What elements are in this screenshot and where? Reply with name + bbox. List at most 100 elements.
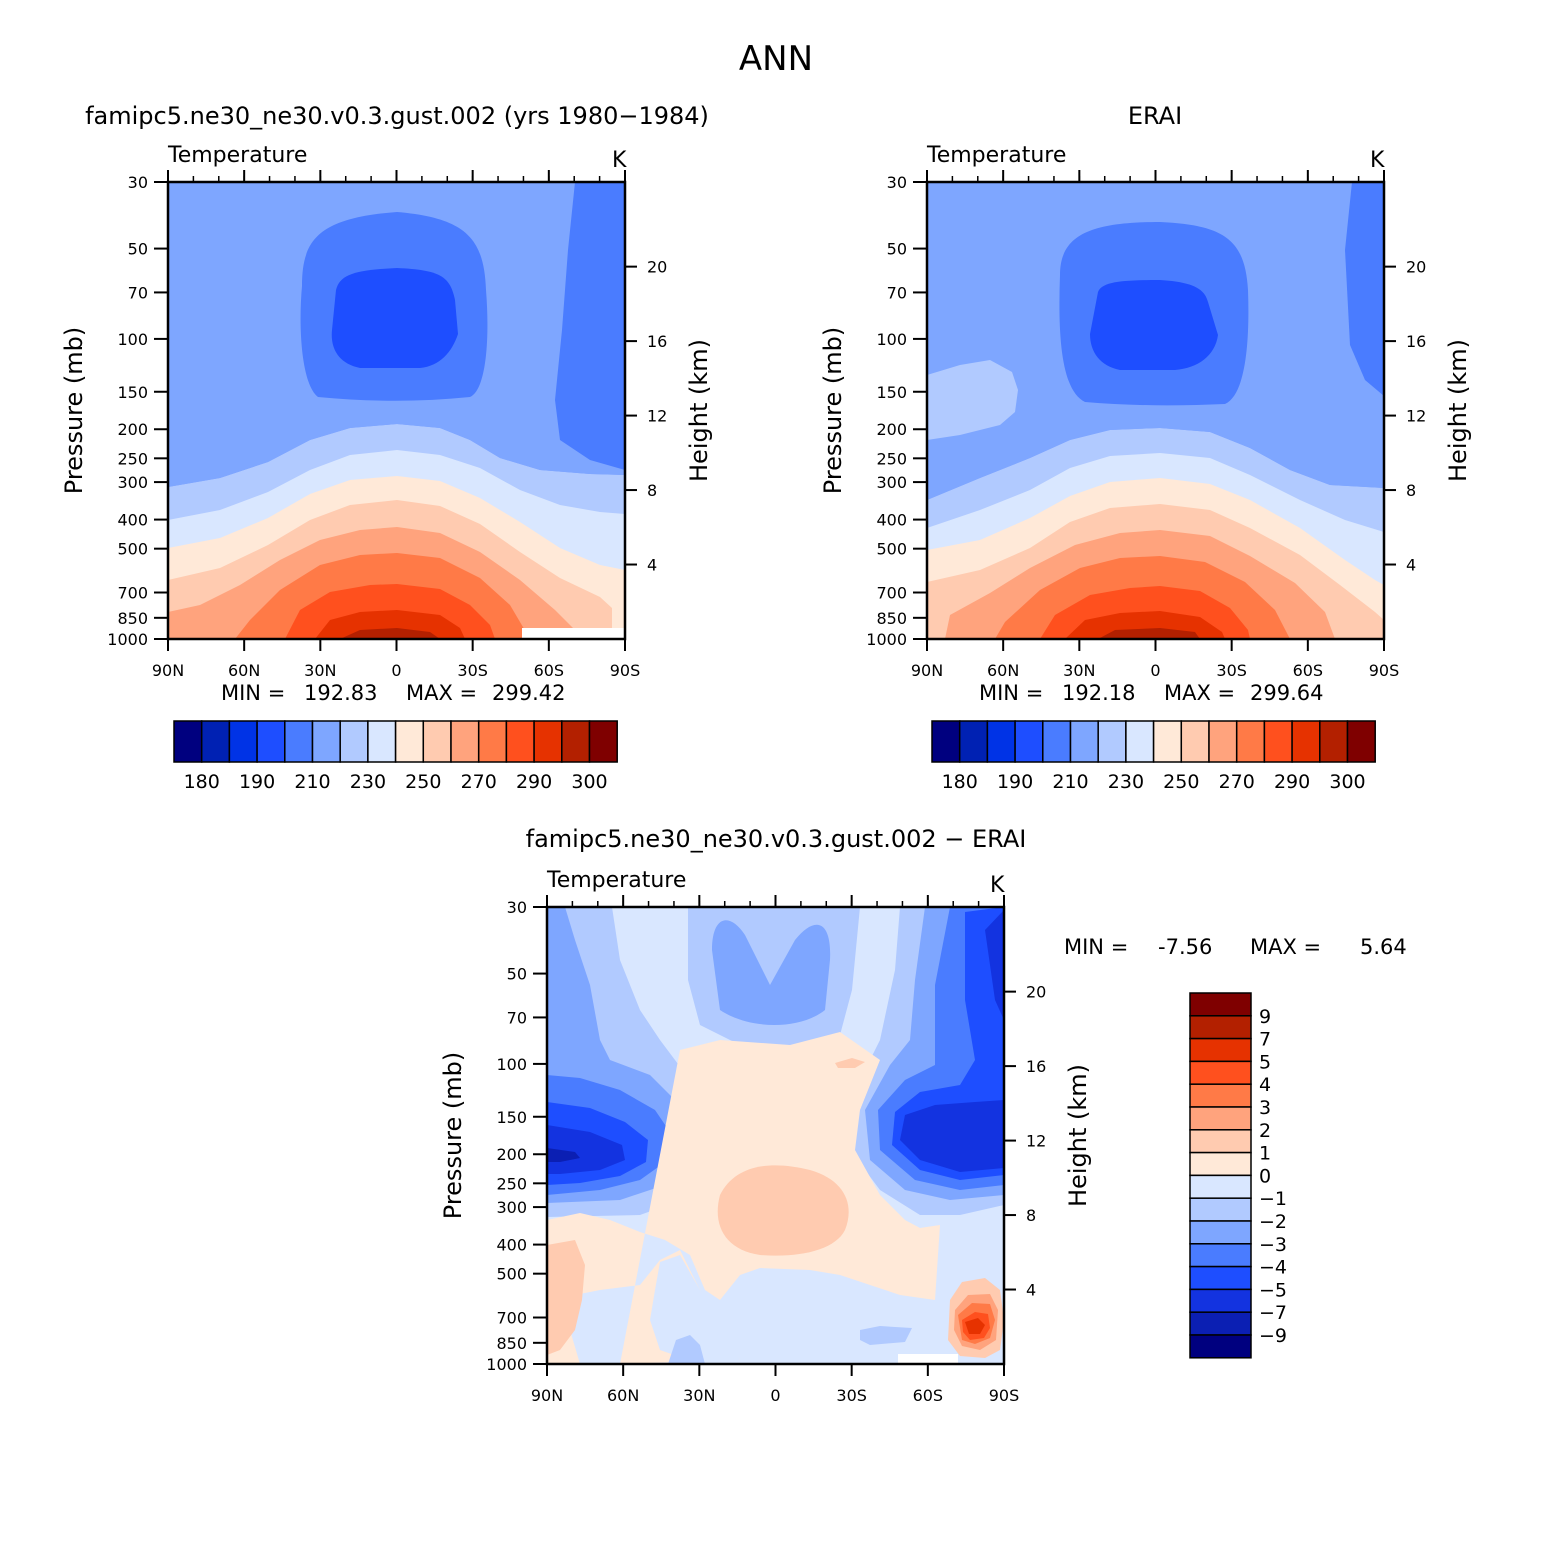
- lat-tick-label: 30N: [683, 1386, 715, 1405]
- colorbar-swatch: [958, 720, 989, 763]
- height-tick-label: 20: [647, 258, 667, 277]
- colorbar-label: 290: [516, 771, 552, 793]
- contour-band: [965, 1318, 985, 1334]
- colorbar-swatch: [1125, 720, 1155, 763]
- panel-diff-contours: [547, 907, 1004, 1364]
- colorbar-swatch: [561, 720, 591, 763]
- colorbar-swatch: [394, 720, 425, 763]
- colorbar-label: 7: [1259, 1029, 1271, 1051]
- colorbar-swatch: [200, 720, 231, 763]
- pressure-tick-label: 500: [876, 540, 907, 559]
- panel-diff-axes: 30 50 70 100 150 200 250 300 400 500 700 850 1000 20 1…: [439, 895, 1092, 1405]
- colorbar-swatch: [367, 720, 397, 763]
- colorbar-label: 210: [1052, 771, 1088, 793]
- colorbar-swatch: [1014, 720, 1044, 763]
- contour-band: [331, 268, 458, 368]
- panel-obs-variable: Temperature: [926, 143, 1066, 168]
- lat-tick-label: 90N: [911, 661, 943, 680]
- contour-band: [1345, 182, 1384, 396]
- height-tick-label: 20: [1406, 258, 1426, 277]
- colorbar-swatch: [1189, 1015, 1252, 1040]
- colorbar-swatch: [1152, 720, 1183, 763]
- colorbar-label: 210: [294, 771, 330, 793]
- pressure-tick-label: 1000: [486, 1355, 527, 1374]
- panel-model-variable: Temperature: [167, 143, 307, 168]
- height-tick-label: 4: [647, 556, 657, 575]
- colorbar-label: 3: [1259, 1097, 1271, 1119]
- lat-tick-label: 0: [391, 661, 401, 680]
- colorbar-swatch: [339, 720, 369, 763]
- contour-band: [547, 1148, 580, 1162]
- pressure-tick-label: 1000: [107, 630, 148, 649]
- colorbar-label: 300: [1329, 771, 1365, 793]
- colorbar-swatch: [1189, 1334, 1252, 1359]
- pressure-tick-label: 300: [876, 473, 907, 492]
- colorbar-swatch: [588, 720, 618, 763]
- pressure-tick-label: 30: [507, 898, 527, 917]
- contour-band: [555, 182, 625, 470]
- colorbar-label: 4: [1259, 1074, 1271, 1096]
- height-tick-label: 8: [647, 481, 657, 500]
- colorbar-label: −2: [1259, 1211, 1287, 1233]
- pressure-tick-label: 100: [496, 1055, 527, 1074]
- colorbar-swatch: [1291, 720, 1321, 763]
- pressure-tick-label: 400: [117, 511, 148, 530]
- lat-tick-label: 60N: [228, 661, 260, 680]
- colorbar-swatch: [256, 720, 286, 763]
- lat-tick-label: 60N: [987, 661, 1019, 680]
- pressure-tick-label: 250: [876, 449, 907, 468]
- colorbar-swatch: [1097, 720, 1127, 763]
- pressure-tick-label: 400: [496, 1236, 527, 1255]
- colorbar-swatch: [1208, 720, 1238, 763]
- height-tick-label: 16: [1406, 332, 1426, 351]
- height-tick-label: 8: [1026, 1206, 1036, 1225]
- colorbar-label: −5: [1259, 1279, 1287, 1301]
- panel-model-axes: 30 50 70 100 150 200 250 300 400 500 700 850 1000 20 1…: [60, 170, 713, 680]
- panel-obs-max-value: 299.64: [1250, 681, 1323, 705]
- colorbar-label: 180: [942, 771, 978, 793]
- colorbar-swatch: [1189, 1220, 1252, 1245]
- colorbar-swatch: [1069, 720, 1099, 763]
- missing-data-patch: [522, 628, 625, 639]
- contour-band: [547, 907, 940, 1364]
- colorbar-swatch: [1189, 1288, 1252, 1313]
- colorbar-swatch: [1189, 1311, 1252, 1336]
- lat-tick-label: 30S: [1216, 661, 1247, 680]
- pressure-tick-label: 700: [117, 584, 148, 603]
- pressure-tick-label: 150: [496, 1108, 527, 1127]
- lat-tick-label: 0: [1150, 661, 1160, 680]
- pressure-tick-label: 70: [887, 283, 907, 302]
- colorbar-swatch: [173, 720, 203, 763]
- colorbar-swatch: [1189, 1106, 1252, 1131]
- height-tick-label: 8: [1406, 481, 1416, 500]
- colorbar-label: 2: [1259, 1120, 1271, 1142]
- pressure-tick-label: 100: [876, 330, 907, 349]
- height-axis-label: Height (km): [685, 339, 713, 482]
- pressure-tick-label: 850: [117, 609, 148, 628]
- panel-model: famipc5.ne30_ne30.v0.3.gust.002 (yrs 198…: [60, 102, 713, 793]
- panel-model-min-value: 192.83: [304, 681, 377, 705]
- contour-band: [717, 1165, 849, 1256]
- lat-tick-label: 0: [770, 1386, 780, 1405]
- colorbar-swatch: [986, 720, 1016, 763]
- lat-tick-label: 90N: [152, 661, 184, 680]
- colorbar-swatch: [284, 720, 314, 763]
- colorbar-swatch: [533, 720, 563, 763]
- height-tick-label: 4: [1406, 556, 1416, 575]
- colorbar-label: 300: [571, 771, 607, 793]
- missing-data-patch: [898, 1354, 958, 1364]
- contour-band: [650, 1255, 740, 1364]
- panel-obs-max-label: MAX =: [1164, 681, 1235, 705]
- panel-diff-max-label: MAX =: [1250, 935, 1321, 959]
- pressure-tick-label: 200: [117, 420, 148, 439]
- panel-diff-subtitle: famipc5.ne30_ne30.v0.3.gust.002 − ERAI: [526, 825, 1027, 853]
- pressure-axis-label: Pressure (mb): [819, 327, 847, 494]
- colorbar-swatch: [450, 720, 480, 763]
- panel-model-contours: [168, 182, 625, 639]
- lat-tick-label: 90N: [531, 1386, 563, 1405]
- colorbar-label: −3: [1259, 1234, 1287, 1256]
- pressure-tick-label: 500: [496, 1265, 527, 1284]
- pressure-tick-label: 150: [876, 383, 907, 402]
